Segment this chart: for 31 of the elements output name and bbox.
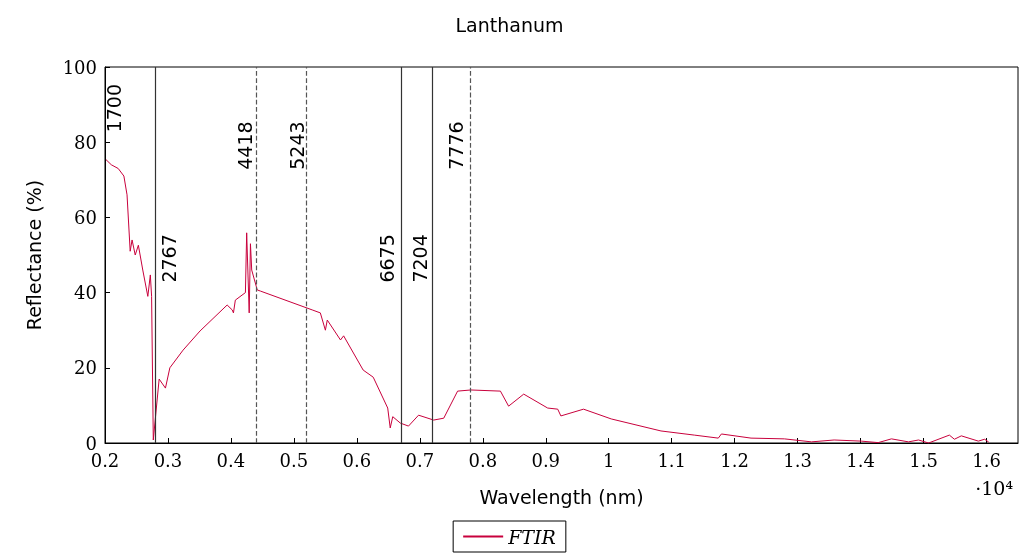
x-tick-label: 1.3 (783, 449, 812, 471)
x-tick-label: 1.1 (657, 449, 687, 471)
annotation: 5243 (285, 121, 308, 170)
chart-title: Lanthanum (455, 13, 564, 36)
y-tick-label: 60 (74, 206, 97, 228)
annotation: 4418 (233, 121, 256, 170)
y-tick-label: 80 (74, 131, 97, 153)
x-tick-label: 1 (603, 449, 615, 471)
x-tick-label: 0.3 (153, 449, 183, 471)
annotation: 1700 (102, 83, 125, 133)
x-tick-label: 0.4 (216, 449, 246, 471)
annotation: 7204 (409, 234, 432, 283)
annotation: 7776 (445, 121, 468, 170)
y-tick-label: 100 (62, 56, 97, 78)
x-tick-label: 0.5 (279, 449, 309, 471)
x-axis-title: Wavelength (nm) (479, 485, 644, 508)
x-tick-label: 0.6 (342, 449, 372, 471)
x-tick-label: 0.7 (405, 449, 435, 471)
legend-label: FTIR (507, 525, 556, 548)
y-axis-title: Reflectance (%) (22, 179, 45, 331)
x-tick-label: 1.4 (846, 449, 875, 471)
x-tick-label: 1.6 (972, 449, 1001, 471)
x-tick-label: 0.9 (531, 449, 561, 471)
x-tick-label: 0.8 (468, 449, 498, 471)
y-tick-label: 40 (74, 282, 97, 304)
x-tick-label: 1.2 (720, 449, 749, 471)
text: ·10⁴ (975, 476, 1014, 499)
x-tick-label: 1.5 (909, 449, 938, 471)
annotation: 2767 (157, 234, 180, 283)
y-tick-label: 20 (74, 357, 97, 379)
annotation: 6675 (375, 234, 398, 283)
